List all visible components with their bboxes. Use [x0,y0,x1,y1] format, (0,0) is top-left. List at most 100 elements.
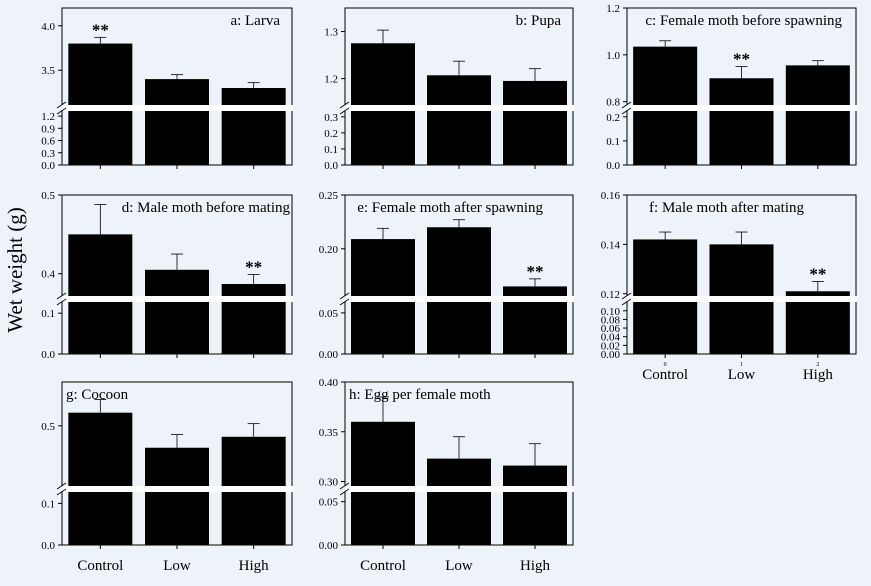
axis-break-mark [621,107,632,115]
axis-break-band [344,105,574,111]
axis-break-mark [621,298,632,306]
y-tick-label: 1.2 [41,111,55,123]
y-tick-label: 3.5 [41,65,55,77]
chart-panel-0: ** 3.5 4.0 0.00.30.60.91.2 a: Larva [41,7,293,172]
panel-title: f: Male moth after mating [649,200,804,216]
axis-break-mark [339,482,350,490]
y-tick-label: 0.1 [324,144,338,156]
bar-high [221,88,286,165]
y-tick-label: 0.05 [319,308,339,320]
y-tick-label: 0.10 [601,306,621,318]
y-tick-label: 0.3 [324,112,338,124]
category-label-high: High [520,558,551,574]
chart-panel-5: ** 0.12 0.14 0.16 0.000.020.040.060.080.10 0 1… [601,190,857,383]
category-label-control: Control [77,558,123,574]
axis-break-band [61,296,293,302]
y-tick-label: 0.9 [41,123,55,135]
bar-control [351,43,415,166]
axis-break-mark [56,107,67,115]
significance-marker: ** [733,50,750,69]
y-tick-label: 0.12 [601,289,620,301]
axis-break-mark [339,298,350,306]
category-label-high: High [239,558,270,574]
axis-break-band [626,296,857,302]
y-tick-label: 0.16 [601,190,621,202]
y-tick-label: 0.40 [319,377,339,389]
axis-break-band [344,296,574,302]
y-tick-label: 0.6 [41,136,55,148]
y-tick-label: 0.35 [319,427,339,439]
panel-title: h: Egg per female moth [349,387,491,403]
y-tick-label: 0.08 [601,314,621,326]
y-tick-label: 1.2 [324,74,338,86]
chart-panel-2: ** 0.8 1.0 1.2 0.0 0.1 0.2 c: Female moth befor… [606,3,857,172]
y-tick-label: 0.0 [41,160,55,172]
y-tick-label: 0.05 [319,497,339,509]
significance-marker: ** [245,258,262,277]
chart-panel-4: ** 0.20 0.25 0.00 0.05 e: Female moth after s… [319,190,574,361]
panel-title: b: Pupa [516,13,562,29]
axis-break-mark [56,292,67,300]
axis-break-mark [56,488,67,496]
y-tick-label: 1.0 [606,50,620,62]
axis-break-mark [339,292,350,300]
bar-low [427,458,491,545]
axis-break-gap [344,296,346,302]
y-tick-label: 0.3 [41,148,55,160]
y-tick-label: 0.0 [41,540,55,552]
significance-marker: ** [92,20,109,39]
axis-break-mark [339,107,350,115]
bar-low [145,79,209,165]
y-tick-label: 0.0 [41,349,55,361]
y-tick-label: 0.0 [324,160,338,172]
bar-control [351,421,415,545]
y-tick-label: 0.00 [601,349,621,361]
axis-break-mark [56,298,67,306]
x-tick-number: 1 [740,362,743,368]
axis-break-band [626,105,857,111]
y-tick-label: 0.0 [606,160,620,172]
category-label-low: Low [163,558,191,574]
axis-break-mark [621,101,632,109]
category-label-low: Low [728,367,756,383]
axis-break-gap [61,486,63,492]
chart-panel-1: 1.2 1.3 0.0 0.1 0.2 0.3 b: Pupa [324,7,574,172]
axis-break-mark [339,488,350,496]
significance-marker: ** [527,262,544,281]
bar-control [68,43,133,165]
y-tick-label: 0.2 [606,112,620,124]
y-tick-label: 0.4 [41,269,55,281]
chart-panel-6: 0.5 0.0 0.1 Control Low High g: Cocoon [41,381,293,574]
axis-break-mark [56,101,67,109]
panel-title: a: Larva [230,13,280,29]
category-label-control: Control [642,367,688,383]
significance-marker: ** [809,264,826,283]
axis-break-gap [344,486,346,492]
y-tick-label: 1.3 [324,27,338,39]
bar-low [709,78,774,165]
bar-high [221,283,286,354]
axis-break-gap [626,105,628,111]
y-tick-label: 0.25 [319,190,339,202]
axis-break-gap [61,105,63,111]
panel-title: g: Cocoon [66,387,129,403]
axis-break-band [61,105,293,111]
axis-break-mark [339,101,350,109]
panel-title: d: Male moth before mating [122,200,291,216]
x-tick-number: 2 [816,362,819,368]
y-tick-label: 0.20 [319,244,339,256]
axis-break-band [61,486,293,492]
bar-low [145,447,209,545]
y-tick-label: 0.04 [601,332,621,344]
bar-high [503,465,567,545]
y-axis-label: Wet weight (g) [3,207,27,332]
bar-low [145,269,209,354]
category-label-low: Low [445,558,473,574]
y-tick-label: 0.8 [606,97,620,109]
y-tick-label: 0.00 [319,349,339,361]
y-tick-label: 4.0 [41,21,55,33]
bar-control [68,412,133,545]
category-label-control: Control [360,558,406,574]
x-tick-number: 0 [664,362,667,368]
